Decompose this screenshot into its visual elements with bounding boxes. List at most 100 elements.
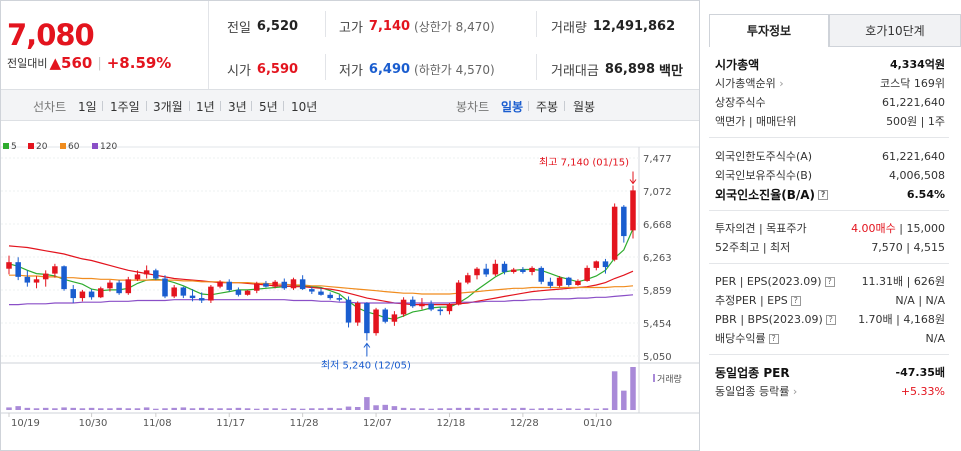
candle-body <box>290 279 297 289</box>
row-foreign-hold: 외국인보유주식수(B) 4,006,508 <box>715 166 945 184</box>
legend-label: 60 <box>68 142 80 152</box>
tab-investment-info[interactable]: 투자정보 <box>709 14 829 47</box>
row-market-cap-rank[interactable]: 시가총액순위 › 코스닥 169위 <box>715 74 945 92</box>
candle-body <box>446 304 453 312</box>
row-industry-per: 동일업종 PER -47.35배 <box>715 363 945 381</box>
help-icon[interactable]: ? <box>824 276 835 287</box>
volume-bar <box>125 408 132 410</box>
row-value: 61,221,640 <box>882 95 945 109</box>
volume-bar <box>290 408 297 410</box>
volume-bar <box>79 408 86 410</box>
help-icon[interactable]: ? <box>825 314 836 325</box>
legend-swatch <box>3 143 9 149</box>
candle-body <box>437 309 444 312</box>
period-1y[interactable]: 1년 <box>196 100 215 114</box>
volume-bar <box>373 405 379 410</box>
volume-bar <box>153 408 159 410</box>
row-value: 6.54% <box>906 187 945 201</box>
candle-chart-button[interactable]: 봉차트 <box>456 100 490 114</box>
stat-label: 거래량 <box>551 21 587 36</box>
candle-body <box>24 276 31 283</box>
row-value: 7,570 | 4,515 <box>871 240 945 254</box>
row-key-text: PBR | BPS(2023.09) <box>715 312 823 326</box>
candle-body <box>254 283 260 291</box>
period-1w[interactable]: 1주일 <box>110 100 140 114</box>
period-5y[interactable]: 5년 <box>259 100 278 114</box>
candle-body <box>556 277 563 286</box>
volume-bar <box>189 408 196 410</box>
candle-body <box>492 263 499 275</box>
line-chart-button[interactable]: 선차트 <box>33 100 67 114</box>
candle-body <box>79 291 86 299</box>
candle-weekly[interactable]: 주봉 <box>536 100 559 114</box>
candle-body <box>501 263 508 272</box>
volume-bar <box>33 408 40 410</box>
candle-monthly[interactable]: 월봉 <box>573 100 596 114</box>
period-3y[interactable]: 3년 <box>228 100 247 114</box>
candle-daily[interactable]: 일봉 <box>501 100 524 114</box>
candle-body <box>153 270 159 279</box>
row-key: 배당수익률? <box>715 330 779 346</box>
candlestick-chart[interactable]: 7,477 7,072 6,668 6,263 5,859 5,454 5,050 5 20 60… <box>1 131 699 451</box>
row-key: 추정PER | EPS? <box>715 292 801 308</box>
candle-body <box>602 261 609 268</box>
volume-bar <box>520 407 526 410</box>
candle-body <box>98 288 104 298</box>
candle-body <box>373 309 379 334</box>
volume-bar <box>538 408 544 410</box>
tab-orderbook[interactable]: 호가10단계 <box>829 14 961 47</box>
candle-body <box>171 287 177 297</box>
row-par-unit: 액면가 | 매매단위 500원 | 1주 <box>715 112 945 130</box>
volume-bar <box>556 408 563 410</box>
stat-amount: 거래대금 86,898 백만 <box>551 60 683 79</box>
divider <box>709 354 949 355</box>
candle-body <box>354 302 361 323</box>
volume-bar <box>171 407 177 410</box>
volume-bar <box>419 408 425 410</box>
row-industry-rate[interactable]: 동일업종 등락률 › +5.33% <box>715 382 945 400</box>
current-price: 7,080 <box>7 18 95 52</box>
candle-body <box>410 299 416 307</box>
period-1d[interactable]: 1일 <box>78 100 97 114</box>
candle-body <box>217 281 223 287</box>
legend-swatch <box>92 143 98 149</box>
row-value: 11.31배 | 626원 <box>861 275 945 288</box>
help-icon[interactable]: ? <box>790 296 801 306</box>
help-icon[interactable]: ? <box>818 190 829 200</box>
stat-volume: 거래량 12,491,862 <box>551 17 675 36</box>
candle-body <box>465 275 471 283</box>
volume-bar <box>483 408 489 410</box>
candle-body <box>15 262 21 277</box>
candle-body <box>318 291 324 295</box>
divider <box>709 210 949 211</box>
volume-bar <box>630 367 636 410</box>
candle-body <box>125 279 132 294</box>
period-3m[interactable]: 3개월 <box>153 100 183 114</box>
candle-body <box>364 302 370 334</box>
row-key: PER | EPS(2023.09)? <box>715 275 835 288</box>
candle-body <box>520 269 526 272</box>
change-divider: | <box>97 55 102 71</box>
row-key-text: 시가총액순위 <box>715 77 776 90</box>
low-arrow-head <box>363 342 371 348</box>
volume-bar <box>272 408 278 410</box>
volume-bar <box>6 407 12 410</box>
candle-body <box>621 206 627 237</box>
candle-body <box>400 299 407 315</box>
candle-body <box>180 287 187 296</box>
row-key: 투자의견 | 목표주가 <box>715 222 807 235</box>
low-price-label: 최저 5,240 (12/05) <box>321 359 411 371</box>
target-price: | 15,000 <box>899 222 945 235</box>
volume-bar <box>318 408 324 410</box>
row-value: 4,006,508 <box>889 168 945 182</box>
candle-body <box>345 299 352 323</box>
change-row: 전일대비 ▲ 560 | +8.59% <box>7 54 171 72</box>
candle-body <box>52 266 58 274</box>
help-icon[interactable]: ? <box>768 334 779 344</box>
divider <box>146 101 147 111</box>
high-price-label: 최고 7,140 (01/15) <box>539 156 629 168</box>
period-10y[interactable]: 10년 <box>291 100 318 114</box>
volume-bar <box>455 407 462 410</box>
x-tick-label: 10/30 <box>79 418 108 429</box>
row-value: -47.35배 <box>895 366 945 379</box>
